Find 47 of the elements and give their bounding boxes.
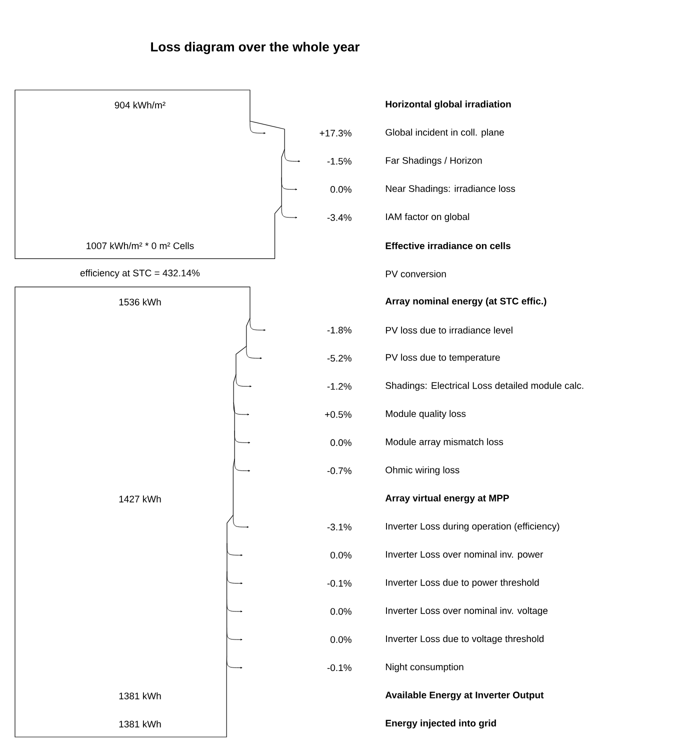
data-label: -1.2% <box>327 383 352 390</box>
data-label: 0.0% <box>330 186 352 193</box>
data-label: 1427 kWh <box>119 495 161 502</box>
data-label: 1536 kWh <box>119 298 161 306</box>
category-label: Inverter Loss due to power threshold <box>386 578 539 588</box>
category-label: Inverter Loss over nominal inv. power <box>386 550 544 560</box>
data-label: -3.4% <box>327 214 352 221</box>
category-label: Array nominal energy (at STC effic.) <box>385 298 546 306</box>
category-label: Energy injected into grid <box>386 720 496 728</box>
category-label: Near Shadings: irradiance loss <box>386 184 516 194</box>
category-label: Inverter Loss due to voltage threshold <box>386 635 544 644</box>
category-label: Global incident in coll. plane <box>386 128 504 138</box>
data-label: -0.7% <box>327 467 352 474</box>
category-label: Shadings: Electrical Loss detailed module calc. <box>386 382 584 391</box>
data-label: -5.2% <box>327 354 352 362</box>
data-label: 904 kWh/m² <box>114 102 166 108</box>
category-label: Inverter Loss over nominal inv. voltage <box>386 607 548 616</box>
category-label: Module quality loss <box>386 410 466 419</box>
data-label: 0.0% <box>330 552 352 559</box>
data-label: 1381 kWh <box>119 720 161 728</box>
category-label: PV loss due to irradiance level <box>386 326 512 334</box>
data-label: +0.5% <box>325 411 352 418</box>
data-label: +17.3% <box>320 130 352 136</box>
category-label: Far Shadings / Horizon <box>386 156 482 166</box>
category-label: PV conversion <box>386 270 446 278</box>
data-label: 0.0% <box>330 439 352 446</box>
data-label: 1007 kWh/m² * 0 m² Cells <box>86 242 194 250</box>
data-label: 0.0% <box>330 636 352 643</box>
data-label: -0.1% <box>327 580 352 587</box>
data-label: -1.5% <box>327 158 352 165</box>
data-label: 1381 kWh <box>119 692 161 700</box>
data-label: 0.0% <box>330 608 352 615</box>
data-label: -0.1% <box>327 664 352 672</box>
category-label: Array virtual energy at MPP <box>385 494 509 504</box>
category-label: Ohmic wiring loss <box>386 466 460 476</box>
text: Loss diagram over the whole year <box>151 42 360 54</box>
category-label: Inverter Loss during operation (efficiency) <box>386 522 560 532</box>
category-label: Effective irradiance on cells <box>386 242 510 250</box>
data-label: -1.8% <box>327 326 352 334</box>
data-label: efficiency at STC = 432.14% <box>80 269 200 278</box>
category-label: Horizontal global irradiation <box>386 100 511 110</box>
category-label: IAM factor on global <box>386 213 470 222</box>
category-label: Available Energy at Inverter Output <box>385 691 544 700</box>
category-label: Night consumption <box>386 663 464 672</box>
category-label: Module array mismatch loss <box>386 438 504 448</box>
data-label: -3.1% <box>327 524 352 530</box>
category-label: PV loss due to temperature <box>386 354 500 363</box>
